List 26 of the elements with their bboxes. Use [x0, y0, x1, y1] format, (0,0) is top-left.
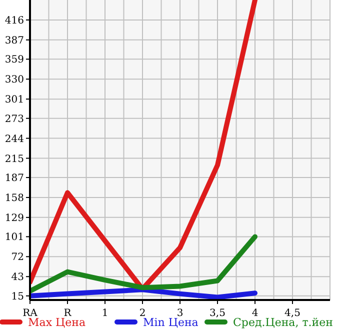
y-tick-label: 129	[4, 212, 24, 224]
y-tick-label: 273	[4, 114, 24, 125]
y-tick-label: 158	[4, 192, 24, 204]
y-tick-label: 244	[4, 134, 24, 145]
legend-label: Сред.Цена, т.йен	[233, 316, 333, 329]
x-tick-label: RA	[22, 308, 38, 319]
y-tick-label: 359	[4, 54, 24, 66]
y-tick-label: 72	[11, 252, 24, 264]
y-tick-label: 43	[11, 272, 24, 284]
x-tick-label: 3,5	[210, 308, 226, 319]
x-tick-label: 1	[102, 308, 108, 319]
x-tick-label: 3	[176, 308, 184, 319]
y-tick-label: 301	[4, 94, 24, 106]
x-tick-label: 2	[139, 308, 146, 319]
y-tick-label: 187	[4, 173, 24, 184]
x-tick-label: 4,5	[284, 308, 300, 319]
y-tick-label: 387	[4, 35, 24, 46]
x-tick-label: 4	[252, 308, 258, 319]
y-tick-label: 101	[4, 232, 24, 244]
y-tick-label: 416	[4, 15, 24, 26]
legend-label: Min Цена	[143, 316, 199, 329]
legend-label: Max Цена	[28, 316, 86, 329]
y-tick-label: 15	[11, 291, 24, 302]
x-tick-label: R	[64, 308, 72, 319]
y-tick-label: 330	[4, 74, 24, 86]
y-tick-label: 215	[4, 154, 24, 165]
